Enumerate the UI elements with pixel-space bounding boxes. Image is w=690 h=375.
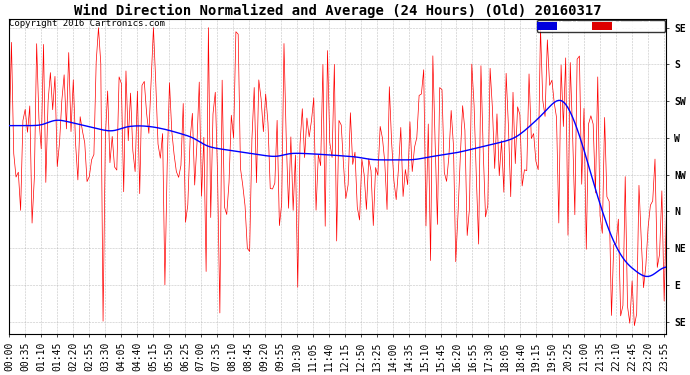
Text: Copyright 2016 Cartronics.com: Copyright 2016 Cartronics.com bbox=[9, 20, 165, 28]
Title: Wind Direction Normalized and Average (24 Hours) (Old) 20160317: Wind Direction Normalized and Average (2… bbox=[74, 4, 602, 18]
Legend: Median, Direction: Median, Direction bbox=[537, 21, 665, 32]
